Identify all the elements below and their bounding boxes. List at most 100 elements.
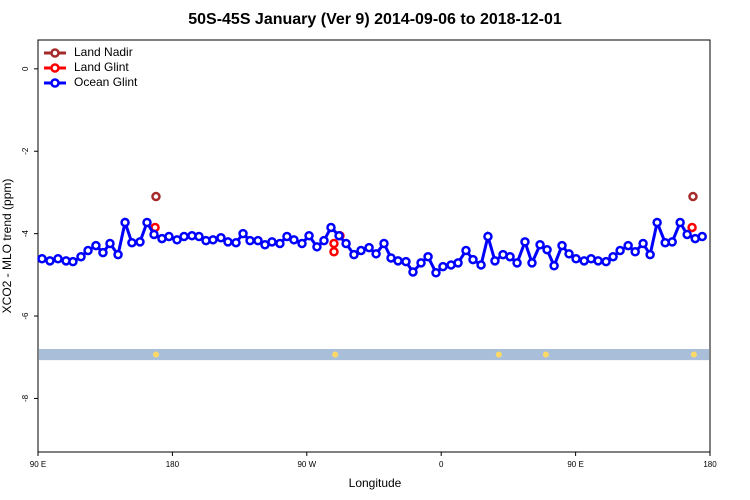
legend-marker <box>50 78 60 88</box>
point <box>431 268 441 278</box>
x-axis-label: Longitude <box>349 476 402 490</box>
point <box>638 238 648 249</box>
x-tick-label: 90 E <box>567 460 583 469</box>
chart-title: 50S-45S January (Ver 9) 2014-09-06 to 20… <box>188 11 562 28</box>
point <box>37 254 47 264</box>
point <box>326 222 336 233</box>
point <box>238 228 248 239</box>
point <box>379 238 389 249</box>
band-marker <box>542 351 549 358</box>
y-axis-label: XCO2 - MLO trend (ppm) <box>0 179 14 314</box>
point <box>312 242 322 252</box>
point <box>164 231 174 242</box>
point <box>231 237 241 248</box>
x-tick-label: 180 <box>703 460 717 469</box>
legend-label: Ocean Glint <box>74 75 138 89</box>
point <box>490 256 500 266</box>
band-marker <box>495 351 502 358</box>
point <box>349 249 359 260</box>
point <box>542 244 552 255</box>
point <box>53 254 63 264</box>
point <box>334 230 344 241</box>
point <box>453 258 463 268</box>
point <box>275 238 285 249</box>
point <box>416 258 426 268</box>
point <box>601 256 611 267</box>
point <box>645 249 655 260</box>
point <box>253 235 263 246</box>
point <box>461 245 471 256</box>
band-marker <box>690 351 697 358</box>
point <box>194 231 204 242</box>
band-marker <box>152 351 159 358</box>
point <box>83 245 93 256</box>
point <box>356 245 366 256</box>
legend-label: Land Nadir <box>74 45 133 59</box>
point <box>527 258 537 268</box>
y-tick-label: -4 <box>21 230 30 238</box>
point <box>564 249 574 259</box>
point <box>329 238 339 249</box>
point <box>371 249 381 259</box>
point <box>652 217 662 228</box>
point <box>468 254 478 265</box>
legend-marker <box>50 48 60 58</box>
point <box>423 251 433 262</box>
point <box>675 217 685 228</box>
point <box>120 217 130 228</box>
point <box>549 261 559 271</box>
point <box>505 251 515 262</box>
point <box>91 240 101 251</box>
point <box>593 256 603 266</box>
point <box>76 251 86 262</box>
plot-frame <box>37 39 711 453</box>
point <box>135 237 145 247</box>
point <box>179 231 189 242</box>
point <box>630 247 640 257</box>
point <box>364 242 374 253</box>
point <box>267 237 277 247</box>
x-tick-label: 90 W <box>297 460 316 469</box>
point <box>608 251 618 262</box>
y-tick-label: -8 <box>21 394 30 402</box>
point <box>304 230 314 241</box>
y-tick-label: -2 <box>21 147 30 155</box>
point <box>535 240 545 250</box>
point <box>98 247 108 258</box>
point <box>319 235 329 246</box>
band-marker <box>332 351 339 358</box>
legend-label: Land Glint <box>74 60 129 74</box>
x-tick-label: 180 <box>166 460 180 469</box>
point <box>520 237 530 247</box>
y-tick-label: -6 <box>21 312 30 320</box>
point <box>142 217 152 228</box>
point <box>245 235 255 246</box>
x-tick-label: 0 <box>439 460 444 469</box>
point <box>289 235 299 245</box>
point <box>697 231 707 242</box>
point <box>282 231 292 242</box>
point <box>438 261 448 272</box>
point <box>393 256 403 266</box>
point <box>172 235 182 245</box>
x-tick-label: 90 E <box>30 460 46 469</box>
point <box>688 191 698 202</box>
point <box>667 237 677 247</box>
point <box>615 245 625 256</box>
point <box>216 233 226 243</box>
point <box>105 238 115 249</box>
point <box>45 256 55 266</box>
point <box>127 237 137 248</box>
point <box>408 267 418 277</box>
point <box>476 260 486 270</box>
point <box>68 256 78 267</box>
point <box>687 222 697 233</box>
point <box>113 249 123 260</box>
point <box>149 229 159 240</box>
point <box>329 247 339 257</box>
point <box>682 229 692 240</box>
point <box>151 191 161 202</box>
point <box>341 238 351 249</box>
point <box>297 238 307 249</box>
